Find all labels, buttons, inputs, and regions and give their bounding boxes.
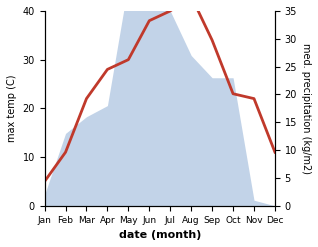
Y-axis label: med. precipitation (kg/m2): med. precipitation (kg/m2) xyxy=(301,43,311,174)
X-axis label: date (month): date (month) xyxy=(119,230,201,240)
Y-axis label: max temp (C): max temp (C) xyxy=(7,75,17,142)
